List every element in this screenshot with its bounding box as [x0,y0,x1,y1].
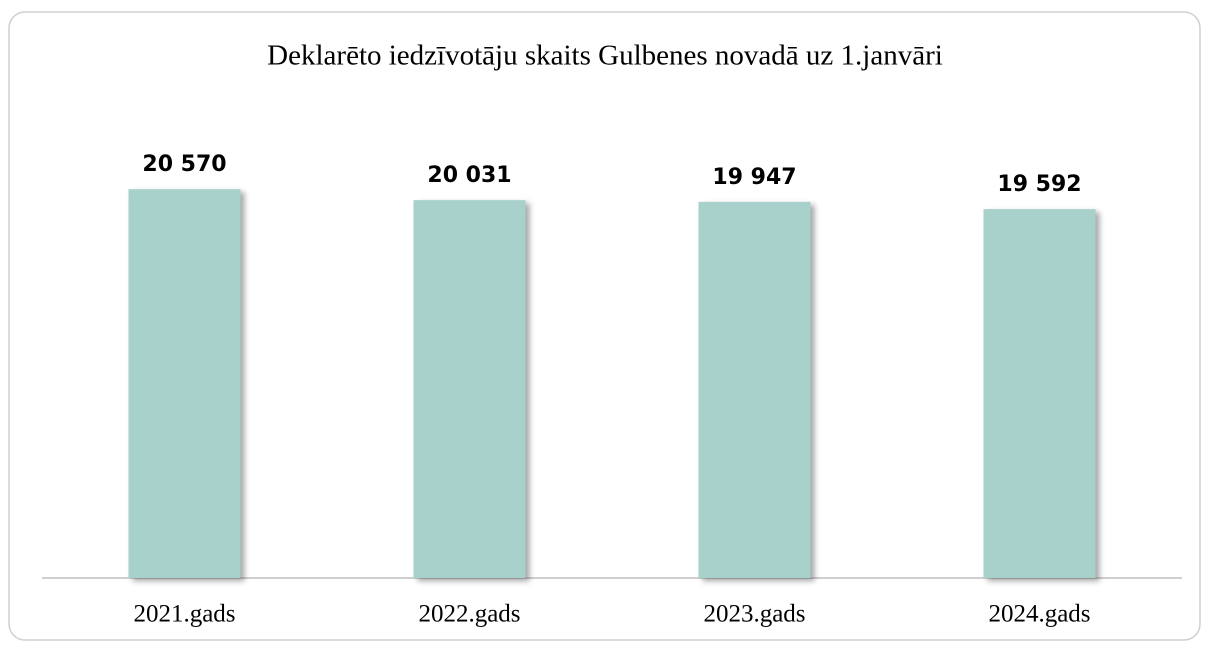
value-label: 19 947 [712,165,796,190]
value-label: 20 031 [427,163,511,188]
chart-frame [8,11,1201,641]
value-label: 19 592 [997,172,1081,197]
value-label: 20 570 [142,152,226,177]
bar [698,201,811,578]
bar [413,200,526,579]
bar [983,209,1096,578]
chart-title: Deklarēto iedzīvotāju skaits Gulbenes no… [267,40,943,72]
x-tick-label: 2023.gads [703,601,805,628]
x-tick-label: 2022.gads [418,601,520,628]
x-tick-label: 2024.gads [988,601,1090,628]
bar [128,189,241,578]
x-tick-label: 2021.gads [133,601,235,628]
